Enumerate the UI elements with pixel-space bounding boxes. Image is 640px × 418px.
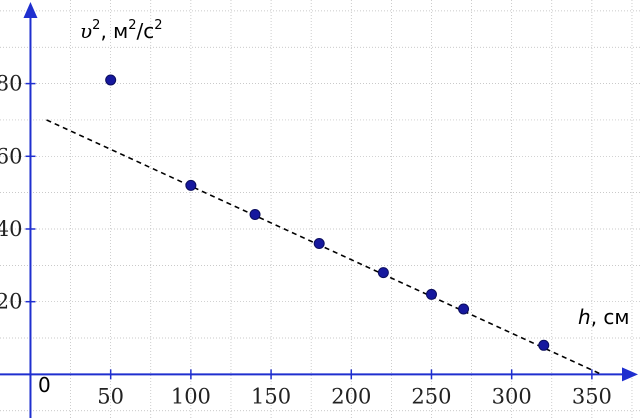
x-tick-label: 200 xyxy=(331,384,371,408)
y-axis-symbol: υ xyxy=(80,19,92,43)
origin-label: 0 xyxy=(38,373,51,397)
x-tick-label: 300 xyxy=(492,384,532,408)
y-axis-symbol-sup: 2 xyxy=(92,18,100,33)
x-tick-label: 150 xyxy=(251,384,291,408)
y-tick-label: 60 xyxy=(0,144,22,168)
x-axis-arrow xyxy=(622,367,638,382)
tick-labels: 50 100 150 200 250 300 350 20 40 60 80 xyxy=(0,72,612,409)
data-point xyxy=(249,208,261,220)
y-axis-unit-a: м xyxy=(113,19,128,43)
data-point xyxy=(425,288,437,300)
y-axis-unit-a-sup: 2 xyxy=(128,18,136,33)
data-point xyxy=(538,339,550,351)
y-tick-label: 40 xyxy=(0,217,22,241)
x-tick-label: 100 xyxy=(171,384,211,408)
data-point xyxy=(185,179,197,191)
x-tick-label: 250 xyxy=(411,384,451,408)
y-axis-unit-b: с xyxy=(143,19,154,43)
data-point xyxy=(377,267,389,279)
y-axis-arrow xyxy=(23,2,38,18)
data-point xyxy=(458,303,470,315)
y-axis-unit-b-sup: 2 xyxy=(154,18,162,33)
y-axis-unit-sep: / xyxy=(137,19,144,43)
data-point xyxy=(105,74,117,86)
x-axis-symbol: h xyxy=(578,305,591,329)
x-tick-label: 350 xyxy=(572,384,612,408)
x-tick-label: 50 xyxy=(97,384,124,408)
x-axis-title: h, см xyxy=(578,305,630,329)
y-axis-title: υ2, м2/с2 xyxy=(80,18,163,43)
y-tick-label: 20 xyxy=(0,290,22,314)
x-axis-unit: см xyxy=(603,305,629,329)
data-points xyxy=(105,74,550,351)
y-tick-label: 80 xyxy=(0,72,22,96)
data-point xyxy=(313,238,325,250)
fit-line xyxy=(46,119,602,376)
